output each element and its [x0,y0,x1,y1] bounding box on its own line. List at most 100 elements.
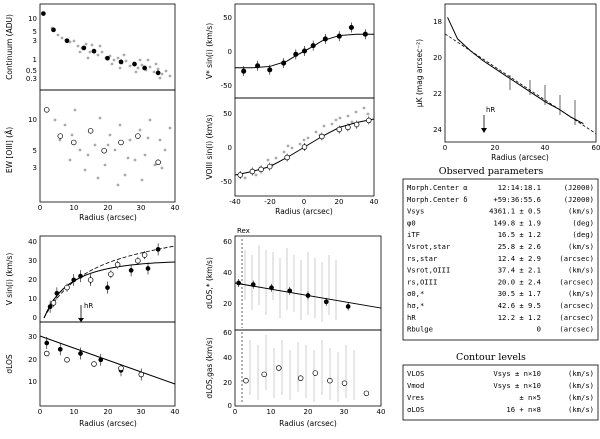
vsin-gas-yticks: 50 0 -50 [221,110,232,186]
y-axis-label: V* sin(i) (km/s) [205,23,214,79]
sigma-los-points [43,337,145,381]
sigma-los-fit-line [39,335,176,385]
hr-label: hR [84,302,93,310]
param-label: rs,star [407,254,438,263]
vsin-gas-point [301,144,308,150]
ew-point [43,107,50,113]
vsin-star-point [241,68,247,74]
sigma-star-point [78,351,83,356]
y-axis-label: V sin(i) (km/s) [5,253,14,306]
rot-star-point [71,277,77,283]
y-axis-label: VOIII sin(i) (km/s) [205,114,214,179]
sigma-gas-data-point [297,375,304,381]
y-axis-label: σLOS,* (km/s) [205,257,214,309]
vsin-star-point [267,67,273,73]
panel-ew-oiii: 10 5 3 EW [OIII] (Å) 0 10 20 30 40 Radiu… [5,89,180,222]
ytick-label: 0 [228,48,232,56]
ew-point [87,128,94,134]
continuum-yticks: 10 5 3 1 0.5 0.3 [26,15,37,83]
continuum-point [155,70,161,76]
ytick-label: 10 [28,295,37,303]
param-label: Morph.Center α [407,183,468,192]
param-unit: (J2000) [564,183,594,192]
xtick-label: 20 [335,198,344,206]
contour-value: Vsys ± n×10 [493,381,541,390]
vsin-gas-xticks: -40 -20 0 20 40 [229,198,378,206]
rot-points [47,243,161,313]
param-label: Rbulge [407,325,433,334]
vsin-star-point [310,43,316,49]
ytick-label: 30 [28,257,37,265]
ew-point [70,139,77,146]
sigma-star-data-point [305,293,311,298]
vsin-star-point [301,48,308,54]
ew-point [118,139,124,146]
param-unit: (km/s) [568,289,594,298]
panel-sigma-gas: 60 40 20 0 σLOS,gas (km/s) 0 10 20 30 40… [205,329,385,428]
ytick-label: 0 [228,144,232,152]
sigma-star-yticks: 60 40 20 [223,238,232,308]
panel-rotation-curve: hR 40 30 20 10 0 V sin(i) (km/s) [5,235,176,323]
sigma-star-point [98,357,104,363]
param-value: 12:14:18.1 [498,183,541,192]
continuum-point [91,48,97,54]
panel-sigma-los: 30 20 10 σLOS 0 10 20 30 40 Radius (arcs… [5,321,180,428]
rot-gas-point [135,258,141,264]
xtick-label: 40 [541,144,550,152]
param-label: σ0,* [407,289,424,298]
vsin-gas-point [249,168,256,175]
continuum-point [41,11,46,16]
param-unit: (km/s) [568,242,594,251]
rot-yticks: 40 30 20 10 0 [28,238,37,322]
ytick-label: 60 [223,329,232,337]
ew-yticks: 10 5 3 [28,116,37,172]
ew-scatter [53,108,172,187]
ew-point [101,147,107,154]
sigma-los-xticks: 0 10 20 30 40 [38,408,180,416]
contour-value: Vsys ± n×10 [493,369,541,378]
xtick-label: 0 [443,144,447,152]
xtick-label: 20 [104,204,113,212]
param-value: 16.5 ± 1.2 [498,230,541,239]
panel-surface-brightness: hR 18 20 22 24 μK (mag arcsec⁻²) 0 20 40… [415,3,600,162]
continuum-point [64,38,70,44]
continuum-point [132,61,137,67]
rot-gas-point [50,300,57,306]
sigma-gas-xticks: 0 10 20 30 40 [233,408,386,416]
sigma-gas-data-point [327,377,333,384]
ytick-label: 3 [33,37,37,45]
y-axis-label: μK (mag arcsec⁻²) [415,39,424,107]
ytick-label: 0 [228,402,232,410]
contour-label: σLOS [407,405,424,414]
param-unit: (arcsec) [559,325,594,334]
param-label: Vsrot,star [407,242,451,251]
ytick-label: 20 [28,276,37,284]
ytick-label: 0.5 [26,67,37,75]
xtick-label: 30 [137,204,146,212]
continuum-scatter [50,26,172,80]
vsin-star-point [255,63,261,69]
param-label: rs,OIII [407,277,437,286]
x-axis-label: Radius (arcsec) [279,419,337,428]
xtick-label: 40 [171,204,180,212]
sb-hr-marker: hR [481,106,495,133]
xtick-label: 10 [70,408,79,416]
ytick-label: 50 [223,14,232,22]
param-value: 30.5 ± 1.7 [498,289,541,298]
vsin-star-points [241,22,368,77]
param-unit: (km/s) [568,266,594,275]
ytick-label: 24 [433,126,442,134]
contour-unit: (km/s) [568,405,594,414]
contour-title: Contour levels [456,352,526,363]
rot-gas-point [64,284,70,291]
sb-errorbars [509,75,576,125]
vsin-star-point [322,36,328,42]
y-axis-label: Continuum (ADU) [5,14,14,80]
contour-levels: Contour levels VLOS Vsys ± n×10 (km/s) Vmod… [402,352,599,421]
ytick-label: 5 [33,147,37,155]
sigma-star-data-point [287,288,293,294]
ytick-label: 3 [33,164,37,172]
param-label: Vsys [407,207,424,216]
sigma-gas-point [118,365,124,371]
sigma-star-data-point [236,280,241,286]
